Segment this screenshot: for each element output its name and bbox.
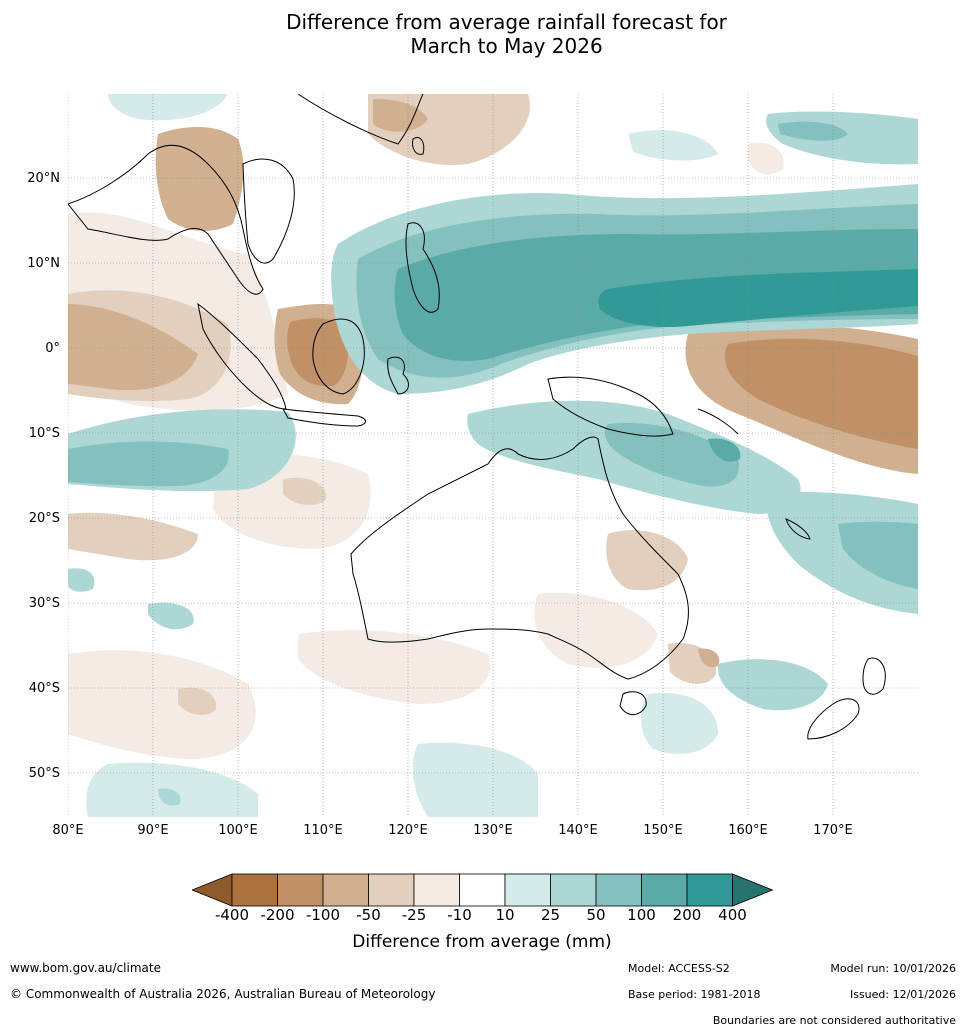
asia-mainland-coastline <box>68 144 264 295</box>
colorbar-swatch <box>504 873 551 907</box>
lat-label-10s: 10°S <box>28 426 60 441</box>
lat-label-30s: 30°S <box>28 596 60 611</box>
lon-label-150e: 150°E <box>643 823 683 838</box>
title-line-2: March to May 2026 <box>410 34 603 58</box>
model-run-date: Model run: 10/01/2026 <box>830 962 956 975</box>
new-zealand-coastline <box>862 657 886 695</box>
lat-label-20s: 20°S <box>28 511 60 526</box>
coastlines <box>68 94 886 740</box>
colorbar-swatch <box>595 873 642 907</box>
lat-label-20n: 20°N <box>27 171 60 186</box>
solomon-islands-coastline <box>697 408 739 435</box>
colorbar-swatch <box>641 873 688 907</box>
colorbar-tick-label: -400 <box>214 906 250 924</box>
colorbar-swatch <box>368 873 415 907</box>
website-link[interactable]: www.bom.gov.au/climate <box>10 961 161 975</box>
colorbar-swatch <box>231 873 278 907</box>
colorbar-label: Difference from average (mm) <box>352 932 612 952</box>
colorbar-swatch-above <box>732 873 774 907</box>
colorbar-tick-label: -100 <box>305 906 341 924</box>
issued-date: Issued: 12/01/2026 <box>849 988 956 1001</box>
colorbar-swatch <box>686 873 733 907</box>
colorbar-tick-label: 50 <box>586 906 606 924</box>
colorbar <box>192 873 774 907</box>
colorbar-tick-label: 100 <box>627 906 656 924</box>
dry-anomaly-areas <box>68 94 918 759</box>
colorbar-tick-label: 25 <box>540 906 561 924</box>
java-coastline <box>282 408 366 427</box>
copyright-notice: © Commonwealth of Australia 2026, Austra… <box>10 987 436 1001</box>
colorbar-tick-label: -10 <box>447 906 472 924</box>
tasmania-coastline <box>619 691 647 716</box>
lon-label-80e: 80°E <box>52 823 84 838</box>
rainfall-anomaly-map <box>68 94 918 817</box>
new-caledonia-coastline <box>785 518 811 540</box>
colorbar-tick-label: -25 <box>401 906 427 924</box>
lon-label-90e: 90°E <box>137 823 169 838</box>
lon-label-120e: 120°E <box>388 823 428 838</box>
base-period: Base period: 1981-2018 <box>628 988 761 1001</box>
colorbar-swatches <box>192 873 774 907</box>
lat-label-40s: 40°S <box>28 681 60 696</box>
philippines-coastline <box>405 222 440 313</box>
lat-label-50s: 50°S <box>28 766 60 781</box>
colorbar-swatch <box>459 873 506 907</box>
colorbar-tick-label: 10 <box>495 906 515 924</box>
new-guinea-coastline <box>547 376 674 437</box>
lat-label-0: 0° <box>45 341 60 356</box>
colorbar-tick-label: -200 <box>260 906 295 924</box>
new-zealand-south-coastline <box>807 698 860 740</box>
lon-label-170e: 170°E <box>813 823 853 838</box>
map-title: Difference from average rainfall forecas… <box>0 10 965 58</box>
title-line-1: Difference from average rainfall forecas… <box>286 10 727 34</box>
lat-label-10n: 10°N <box>27 256 60 271</box>
lon-label-140e: 140°E <box>558 823 598 838</box>
australia-coastline <box>350 436 689 680</box>
graticule <box>68 94 918 817</box>
colorbar-tick-label: -50 <box>356 906 381 924</box>
colorbar-swatch <box>322 873 369 907</box>
lon-label-160e: 160°E <box>728 823 768 838</box>
map-canvas <box>68 94 918 817</box>
borneo-coastline <box>312 318 365 395</box>
taiwan-coastline <box>412 137 425 155</box>
lon-label-100e: 100°E <box>218 823 258 838</box>
colorbar-swatch <box>277 873 324 907</box>
lon-label-110e: 110°E <box>303 823 343 838</box>
indochina-coastline <box>242 158 295 264</box>
model-name: Model: ACCESS-S2 <box>628 962 730 975</box>
colorbar-swatch <box>550 873 597 907</box>
colorbar-swatch <box>413 873 460 907</box>
lon-label-130e: 130°E <box>473 823 513 838</box>
china-coastline <box>297 94 424 145</box>
wet-anomaly-areas <box>68 94 918 817</box>
colorbar-tick-label: 400 <box>718 906 747 924</box>
boundaries-disclaimer: Boundaries are not considered authoritat… <box>712 1014 956 1027</box>
colorbar-tick-label: 200 <box>672 906 702 924</box>
colorbar-swatch-below <box>192 873 233 907</box>
sulawesi-coastline <box>387 356 409 395</box>
